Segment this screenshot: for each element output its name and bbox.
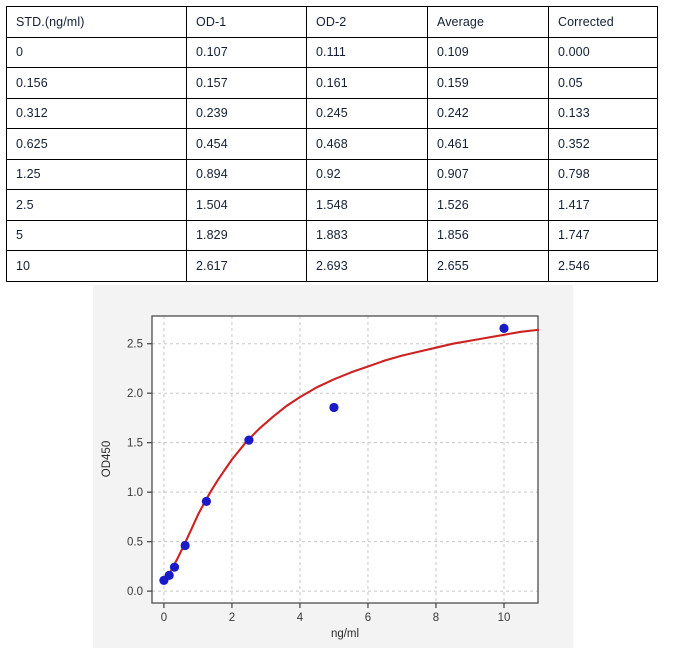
cell-corrected: 0.133 bbox=[548, 97, 658, 129]
y-tick-label: 0.5 bbox=[127, 537, 143, 549]
cell-std: 0 bbox=[6, 36, 187, 68]
y-tick-label: 1.0 bbox=[127, 487, 143, 499]
data-point bbox=[169, 562, 180, 572]
x-tick-label: 2 bbox=[229, 612, 235, 624]
cell-od1: 0.239 bbox=[186, 97, 307, 129]
cell-average: 0.907 bbox=[427, 158, 549, 190]
data-point bbox=[201, 496, 212, 506]
cell-od1: 0.107 bbox=[186, 36, 307, 68]
data-point bbox=[180, 540, 190, 551]
table-row: 0.625 0.454 0.468 0.461 0.352 bbox=[6, 128, 658, 160]
cell-od2: 1.548 bbox=[306, 189, 428, 221]
table-row: 0 0.107 0.111 0.109 0.000 bbox=[6, 36, 658, 68]
standard-curve-chart: 0.0 0.5 1.0 1.5 2.0 2.5 0 2 4 6 8 10 ng/ml OD450 bbox=[93, 285, 573, 648]
y-tick-label: 2.5 bbox=[127, 339, 143, 351]
y-tick-label: 1.5 bbox=[127, 438, 143, 450]
cell-average: 1.856 bbox=[427, 219, 549, 251]
cell-od1: 2.617 bbox=[186, 250, 307, 282]
cell-od2: 0.92 bbox=[306, 158, 428, 190]
cell-od2: 0.161 bbox=[306, 67, 428, 99]
data-points bbox=[159, 323, 509, 585]
table-row: 1.25 0.894 0.92 0.907 0.798 bbox=[6, 158, 658, 190]
cell-corrected: 0.352 bbox=[548, 128, 658, 160]
data-point bbox=[499, 323, 509, 333]
table-row: 10 2.617 2.693 2.655 2.546 bbox=[6, 250, 658, 282]
plot-area-border bbox=[151, 315, 539, 604]
plot-area-background bbox=[152, 316, 538, 603]
column-header-od1: OD-1 bbox=[186, 6, 307, 38]
column-header-corrected: Corrected bbox=[548, 6, 658, 38]
y-axis-ticks: 0.0 0.5 1.0 1.5 2.0 2.5 bbox=[127, 339, 152, 598]
standards-table: STD.(ng/ml) OD-1 OD-2 Average Corrected … bbox=[6, 6, 658, 282]
x-tick-label: 6 bbox=[365, 612, 371, 624]
table-row: 0.156 0.157 0.161 0.159 0.05 bbox=[6, 67, 658, 99]
cell-average: 0.242 bbox=[427, 97, 549, 129]
cell-od2: 0.111 bbox=[306, 36, 428, 68]
cell-average: 0.159 bbox=[427, 67, 549, 99]
x-tick-label: 8 bbox=[433, 612, 439, 624]
cell-std: 0.625 bbox=[6, 128, 187, 160]
cell-std: 10 bbox=[6, 250, 187, 282]
cell-od1: 1.504 bbox=[186, 189, 307, 221]
y-tick-label: 2.0 bbox=[127, 388, 143, 400]
cell-od1: 0.157 bbox=[186, 67, 307, 99]
cell-corrected: 0.05 bbox=[548, 67, 658, 99]
table-row: 0.312 0.239 0.245 0.242 0.133 bbox=[6, 97, 658, 129]
cell-od2: 0.468 bbox=[306, 128, 428, 160]
table-row: 2.5 1.504 1.548 1.526 1.417 bbox=[6, 189, 658, 221]
cell-std: 5 bbox=[6, 219, 187, 251]
column-header-average: Average bbox=[427, 6, 549, 38]
cell-average: 0.109 bbox=[427, 36, 549, 68]
table-header-row: STD.(ng/ml) OD-1 OD-2 Average Corrected bbox=[6, 6, 658, 38]
cell-std: 2.5 bbox=[6, 189, 187, 221]
cell-od2: 1.883 bbox=[306, 219, 428, 251]
cell-corrected: 1.417 bbox=[548, 189, 658, 221]
y-tick-label: 0.0 bbox=[127, 586, 143, 598]
cell-od1: 0.894 bbox=[186, 158, 307, 190]
cell-corrected: 0.798 bbox=[548, 158, 658, 190]
data-point bbox=[164, 570, 174, 580]
x-tick-label: 0 bbox=[161, 612, 167, 624]
x-tick-label: 10 bbox=[498, 612, 511, 624]
x-axis-label: ng/ml bbox=[331, 628, 359, 640]
cell-average: 0.461 bbox=[427, 128, 549, 160]
cell-corrected: 1.747 bbox=[548, 219, 658, 251]
column-header-od2: OD-2 bbox=[306, 6, 428, 38]
y-axis-label: OD450 bbox=[101, 441, 113, 477]
data-point bbox=[329, 402, 339, 413]
x-axis-ticks: 0 2 4 6 8 10 bbox=[161, 603, 511, 624]
cell-std: 0.312 bbox=[6, 97, 187, 129]
cell-average: 1.526 bbox=[427, 189, 549, 221]
cell-corrected: 2.546 bbox=[548, 250, 658, 282]
cell-od1: 0.454 bbox=[186, 128, 307, 160]
cell-od1: 1.829 bbox=[186, 219, 307, 251]
cell-std: 1.25 bbox=[6, 158, 187, 190]
x-tick-label: 4 bbox=[297, 612, 304, 624]
standard-curve-chart-panel: 0.0 0.5 1.0 1.5 2.0 2.5 0 2 4 6 8 10 ng/ml OD450 bbox=[93, 285, 573, 648]
gridlines bbox=[152, 316, 538, 603]
cell-std: 0.156 bbox=[6, 67, 187, 99]
standards-table-container: STD.(ng/ml) OD-1 OD-2 Average Corrected … bbox=[6, 6, 658, 282]
column-header-std: STD.(ng/ml) bbox=[6, 6, 187, 38]
cell-corrected: 0.000 bbox=[548, 36, 658, 68]
table-row: 5 1.829 1.883 1.856 1.747 bbox=[6, 219, 658, 251]
cell-od2: 2.693 bbox=[306, 250, 428, 282]
cell-average: 2.655 bbox=[427, 250, 549, 282]
data-point bbox=[244, 435, 254, 445]
fitted-curve bbox=[162, 328, 540, 585]
cell-od2: 0.245 bbox=[306, 97, 428, 129]
